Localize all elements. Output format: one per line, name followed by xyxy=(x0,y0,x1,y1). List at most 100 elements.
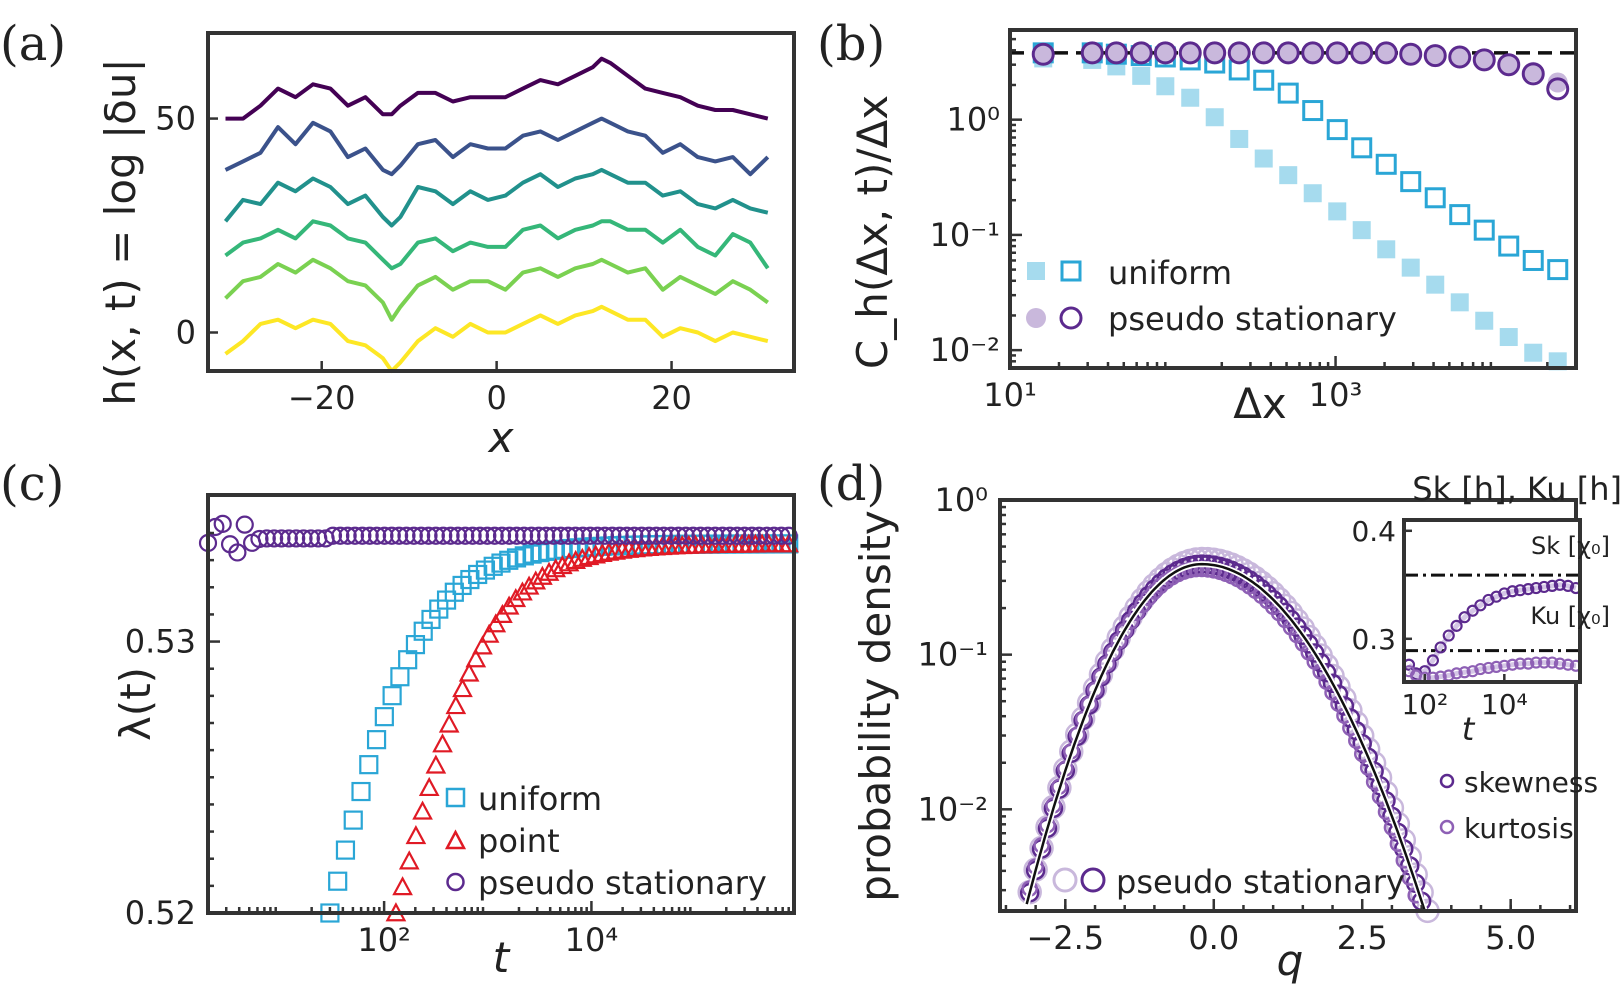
panel-d-xtick-label: 2.5 xyxy=(1337,919,1388,957)
panel-c-point-1 xyxy=(545,558,567,578)
panel-d-point-1 xyxy=(1304,643,1325,663)
panel-c-point-1 xyxy=(478,623,500,643)
inset-point-0 xyxy=(1530,581,1543,595)
panel-a-xtick-label: 0 xyxy=(486,379,506,417)
panel-b-point-0 xyxy=(1254,149,1273,168)
inset-ytick-label: 0.3 xyxy=(1351,623,1396,656)
inset-point-0 xyxy=(1537,580,1551,594)
panel-b-ticks: 10¹ 10³ 10⁻² 10⁻¹ 10⁰ xyxy=(930,37,1549,414)
panel-b-point-0 xyxy=(1328,202,1347,221)
panel-c-point-1 xyxy=(591,542,613,563)
panel-c-point-2 xyxy=(522,526,541,545)
panel-b-point-3 xyxy=(1104,41,1128,65)
inset-ref-label-sk: Sk [χ₀] xyxy=(1531,532,1610,560)
panel-b-point-3 xyxy=(1546,77,1570,101)
panel-b-point-3 xyxy=(1153,41,1177,65)
panel-d-point-1 xyxy=(1340,708,1361,728)
panel-label-c: (c) xyxy=(0,456,64,512)
panel-b-point-2 xyxy=(1229,42,1250,63)
panel-c-point-2 xyxy=(514,526,534,545)
panel-c-point-2 xyxy=(728,526,747,545)
panel-d-xlabel: q xyxy=(1277,936,1304,985)
panel-c-point-2 xyxy=(382,526,401,545)
panel-c-point-0 xyxy=(343,810,363,830)
legend-label-pseudo-stationary: pseudo stationary xyxy=(478,864,767,902)
inset-point-1 xyxy=(1522,657,1535,670)
panel-c-point-2 xyxy=(250,529,269,549)
panel-d-xtick-label: 0.0 xyxy=(1188,919,1239,957)
panel-b-point-3 xyxy=(1472,48,1496,72)
panel-c-point-2 xyxy=(537,526,556,545)
panel-b-point-3 xyxy=(1227,41,1251,65)
panel-a-xtick-label: −20 xyxy=(288,379,356,417)
inset-point-0 xyxy=(1442,629,1455,642)
inset-ticks: 10² 10⁴ 0.3 0.4 xyxy=(1351,515,1527,721)
panel-c-point-0 xyxy=(390,667,410,687)
legend-marker-point xyxy=(444,829,467,850)
panel-c-point-2 xyxy=(742,526,762,545)
inset-point-1 xyxy=(1546,656,1559,669)
panel-c-point-2 xyxy=(632,526,651,545)
panel-c-point-2 xyxy=(235,515,254,534)
panel-label-a: (a) xyxy=(0,16,66,72)
panel-b-point-2 xyxy=(1547,72,1568,93)
panel-c-point-2 xyxy=(617,526,637,545)
panel-b-point-1 xyxy=(1547,259,1569,281)
panel-c-point-2 xyxy=(595,526,615,545)
inset-point-1 xyxy=(1498,659,1511,672)
panel-d-point-1 xyxy=(1310,652,1331,673)
panel-d-ytick-label: 10⁰ xyxy=(934,481,988,519)
panel-c-point-1 xyxy=(571,547,593,567)
inset-xlabel: t xyxy=(1462,710,1476,748)
panel-c-point-0 xyxy=(335,840,356,860)
inset-point-1 xyxy=(1466,665,1479,678)
panel-b-point-3 xyxy=(1276,41,1300,65)
panel-c-point-1 xyxy=(432,733,453,753)
panel-b-point-3 xyxy=(1497,53,1521,77)
panel-a-line-4 xyxy=(224,257,769,322)
panel-b-point-2 xyxy=(1180,42,1201,63)
legend-marker-pseudo-dark xyxy=(1080,867,1106,893)
panel-b-point-0 xyxy=(1279,166,1298,185)
panel-a: (a) −20 0 20 0 50 x h(x, t) = log |δu| xyxy=(0,16,796,462)
panel-b-point-2 xyxy=(1082,42,1103,63)
panel-a-frame xyxy=(206,31,796,373)
panel-b-point-0 xyxy=(1450,293,1469,312)
panel-a-line-3 xyxy=(224,219,770,271)
panel-c-point-2 xyxy=(772,526,791,545)
inset-point-0 xyxy=(1458,611,1471,624)
panel-a-ylabel: h(x, t) = log |δu| xyxy=(96,58,145,405)
legend-label-uniform: uniform xyxy=(478,780,602,818)
panel-c-point-2 xyxy=(661,526,681,545)
panel-c-point-1 xyxy=(512,581,533,601)
panel-b-point-3 xyxy=(1521,62,1545,86)
inset-point-1 xyxy=(1474,662,1487,676)
panel-b-point-0 xyxy=(1230,129,1249,148)
inset-point-0 xyxy=(1434,641,1447,654)
panel-d-ticks: −2.5 0.0 2.5 5.0 10⁻² 10⁻¹ 10⁰ xyxy=(918,481,1572,957)
panel-b-point-2 xyxy=(1327,42,1348,63)
panel-c-point-0 xyxy=(351,781,371,802)
inset-point-1 xyxy=(1553,657,1567,670)
panel-b-point-2 xyxy=(1155,42,1176,63)
panel-c-point-2 xyxy=(485,526,504,545)
panel-c-frame xyxy=(206,493,796,915)
panel-d-series xyxy=(1017,546,1440,924)
inset-point-0 xyxy=(1514,584,1527,597)
panel-c-point-1 xyxy=(472,635,493,655)
inset-xtick-label: 10² xyxy=(1401,688,1448,721)
panel-c-point-0 xyxy=(366,730,387,750)
inset-series xyxy=(1402,573,1582,684)
panel-c-point-2 xyxy=(265,529,284,548)
panel-c-point-2 xyxy=(735,526,754,545)
panel-c-point-2 xyxy=(544,526,563,545)
panel-d-point-1 xyxy=(1322,673,1343,694)
panel-b-point-2 xyxy=(1253,42,1274,63)
panel-c-point-2 xyxy=(419,526,438,545)
panel-c-point-2 xyxy=(426,526,445,545)
inset-point-1 xyxy=(1482,661,1495,675)
panel-d-ytick-label: 10⁻² xyxy=(918,790,988,828)
panel-b-point-2 xyxy=(1425,45,1446,66)
panel-b-point-2 xyxy=(1351,42,1372,63)
